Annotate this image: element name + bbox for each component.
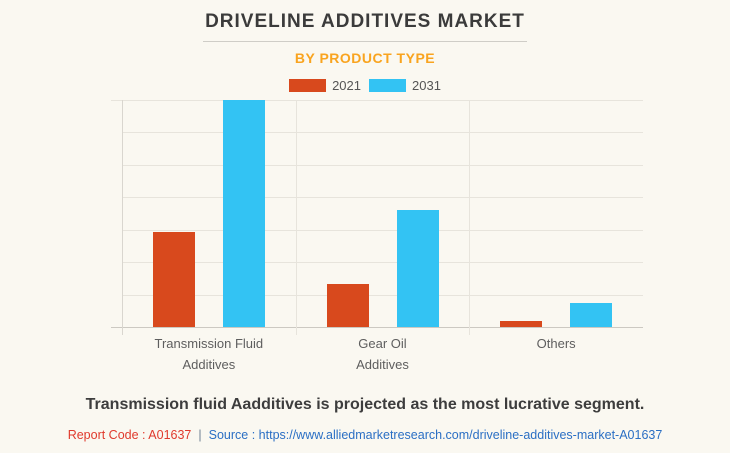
- category-label: Transmission Fluid Additives: [154, 336, 264, 372]
- legend-item-2021[interactable]: 2021: [289, 78, 361, 93]
- chart-subtitle: BY PRODUCT TYPE: [294, 50, 436, 66]
- x-axis-line: [111, 327, 643, 328]
- bar-2021-gear-oil[interactable]: [326, 283, 369, 327]
- horizontal-gridline: [122, 229, 643, 231]
- title-divider: [203, 41, 527, 42]
- horizontal-gridline: [122, 262, 643, 264]
- legend: 2021 2031: [0, 78, 730, 93]
- category-label: Others: [536, 336, 576, 351]
- bar-2021-transmission-fluid[interactable]: [152, 231, 195, 327]
- legend-swatch-icon: [289, 79, 327, 92]
- bar-2031-others[interactable]: [570, 303, 613, 327]
- horizontal-gridline: [111, 100, 643, 101]
- y-axis-line: [122, 100, 123, 335]
- footnote: Transmission fluid Aadditives is project…: [85, 396, 645, 413]
- horizontal-gridline: [122, 164, 643, 166]
- page-title: DRIVELINE ADDITIVES MARKET: [205, 11, 525, 32]
- legend-label: 2031: [412, 78, 441, 93]
- legend-swatch-icon: [369, 79, 406, 92]
- legend-item-2031[interactable]: 2031: [369, 78, 441, 93]
- vertical-gridline: [469, 100, 471, 335]
- legend-label: 2021: [332, 78, 361, 93]
- separator: |: [198, 428, 202, 442]
- source-link[interactable]: Source : https://www.alliedmarketresearc…: [208, 428, 663, 442]
- horizontal-gridline: [122, 294, 643, 296]
- bar-2031-transmission-fluid[interactable]: [222, 100, 265, 327]
- report-line: Report Code : A01637 | Source : https://ww…: [0, 428, 730, 442]
- report-code: Report Code : A01637: [67, 428, 192, 442]
- category-label: Gear Oil Additives: [356, 336, 409, 372]
- horizontal-gridline: [122, 132, 643, 134]
- horizontal-gridline: [122, 197, 643, 199]
- vertical-gridline: [295, 100, 297, 335]
- bar-2031-gear-oil[interactable]: [396, 210, 439, 327]
- bar-2021-others[interactable]: [500, 321, 543, 327]
- plot-area: [111, 100, 643, 335]
